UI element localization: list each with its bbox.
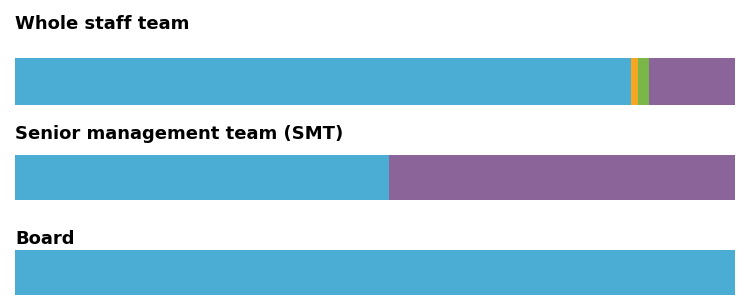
Bar bbox=[638, 58, 649, 105]
Bar bbox=[631, 58, 638, 105]
Bar bbox=[15, 155, 389, 200]
Text: Senior management team (SMT): Senior management team (SMT) bbox=[15, 125, 344, 143]
Bar bbox=[389, 155, 735, 200]
Text: Board: Board bbox=[15, 230, 74, 248]
Bar bbox=[15, 58, 631, 105]
Text: Whole staff team: Whole staff team bbox=[15, 15, 189, 33]
Bar bbox=[649, 58, 735, 105]
